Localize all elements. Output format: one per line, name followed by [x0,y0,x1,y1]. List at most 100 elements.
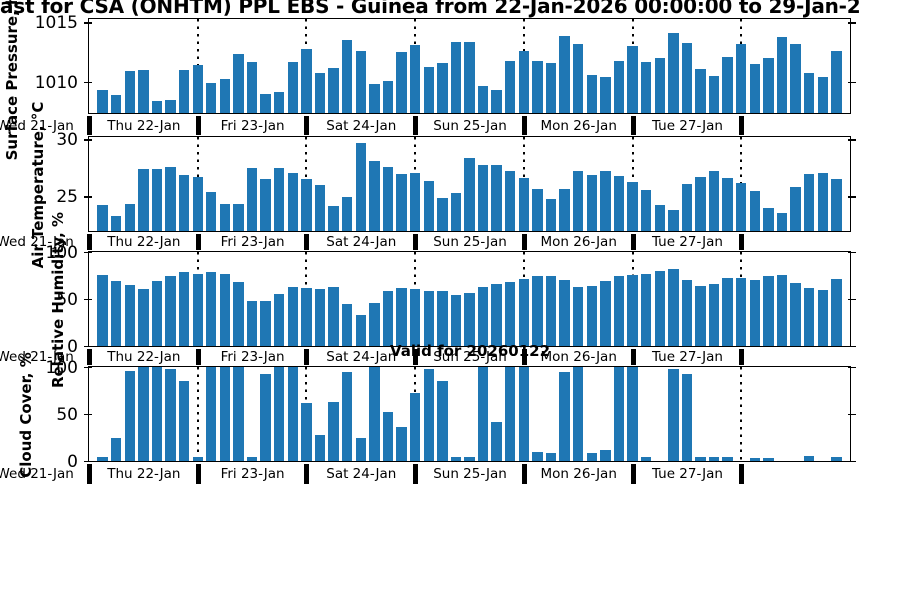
bar [219,367,231,461]
bar [450,193,462,231]
bar [151,367,163,461]
day-label: Sat 24-Jan [326,466,397,482]
y-tick-mark [84,251,92,254]
bar [763,458,774,461]
y-tick-mark [84,22,92,24]
bar [382,291,394,346]
bar [314,288,326,346]
bar [124,284,135,346]
bar [518,279,530,346]
bar [450,457,462,461]
bar [138,288,149,346]
day-tick [304,234,310,250]
bar [246,300,258,346]
bar [409,288,421,346]
day-label: Sun 25-Jan [433,117,507,134]
bar [246,167,258,231]
day-tick [739,234,745,250]
bar [708,283,720,346]
bar [97,274,108,346]
bar [831,457,842,461]
bar [409,393,421,461]
bar [681,373,693,461]
day-gridline [196,367,199,461]
bar [681,42,693,113]
bar [260,373,271,461]
bar [681,280,693,346]
bar [233,367,244,461]
bar [804,287,815,346]
day-tick [87,464,92,484]
bar [559,35,570,113]
y-tick-mark [84,81,92,84]
day-label: Sun 25-Jan [433,466,507,482]
bar [138,70,149,113]
day-label: Fri 23-Jan [220,349,285,365]
bar [586,74,597,113]
bar [138,367,149,461]
bar [328,401,339,461]
bar [206,271,217,346]
bar [804,173,815,231]
x-axis-row: Wed 21-Jan Thu 22-Jan Fri 23-Jan Sat 24-Jan… [0,348,900,366]
day-tick [630,116,636,135]
bar [505,60,516,113]
day-tick [87,349,92,365]
bar [573,286,584,346]
bar [668,33,679,113]
day-tick [521,349,527,365]
bar [396,287,407,346]
bar [246,457,258,461]
bar [831,179,842,231]
bar [736,278,747,346]
bar [274,167,285,231]
bar [695,68,706,113]
bar [151,281,163,346]
bar [165,166,176,231]
bar [423,290,434,346]
y-tick-mark [84,345,92,348]
bar [532,188,543,231]
bar [749,458,761,461]
bar [804,456,815,461]
bar [477,85,489,113]
bar [369,161,380,231]
bar [423,368,434,461]
day-label: Tue 27-Jan [651,234,723,250]
bar [423,180,434,231]
bar [600,77,611,113]
bar [749,280,761,346]
chart-title: ast for CSA (ONHTM) PPL EBS - Guinea fro… [0,0,861,18]
bar [206,83,217,113]
y-tick-mark [848,460,856,463]
day-tick [413,116,419,135]
bar [178,70,190,113]
bar [627,181,638,231]
bar [831,279,842,346]
bar [382,80,394,113]
day-tick [630,464,636,484]
bar [464,41,475,113]
y-tick-label: 1010 [34,72,78,93]
bar [817,172,828,231]
day-label: Sat 24-Jan [326,234,397,250]
bar [586,285,597,346]
day-label: Sun 25-Jan [433,349,507,365]
bar [355,314,366,346]
bar [287,61,299,113]
bar [341,196,353,231]
day-tick [304,464,310,484]
day-tick [739,464,745,484]
bar [178,174,190,231]
bar [477,286,489,346]
bar [708,457,720,461]
valid-for-annotation: Valid for 20260122 [389,342,551,360]
day-tick [739,116,745,135]
bar [559,371,570,461]
day-label: Mon 26-Jan [540,117,617,134]
day-label: Fri 23-Jan [220,234,285,250]
bar [654,270,665,346]
day-label: Thu 22-Jan [107,117,181,134]
day-tick [87,234,92,250]
bar [776,36,788,113]
